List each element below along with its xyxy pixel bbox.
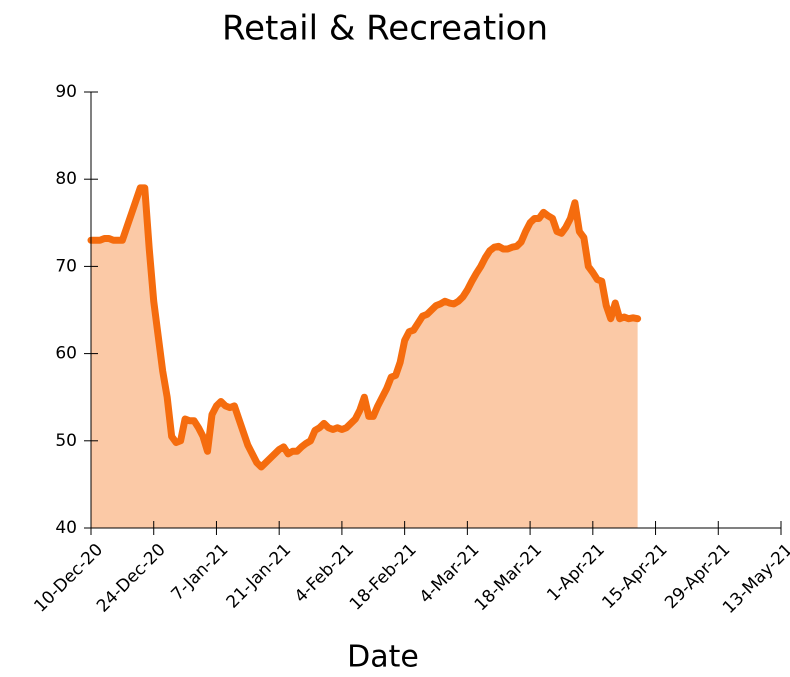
x-tick-label: 24-Dec-20 (93, 540, 170, 617)
area (91, 187, 638, 529)
y-tick-label: 80 (55, 169, 77, 189)
y-tick-label: 50 (55, 431, 77, 451)
x-tick-label: 18-Feb-21 (346, 540, 421, 615)
chart-title: Retail & Recreation (222, 9, 548, 49)
x-tick-label: 18-Mar-21 (471, 540, 546, 615)
x-tick-label: 15-Apr-21 (598, 540, 671, 613)
y-tick-label: 90 (55, 82, 77, 102)
y-tick-label: 40 (55, 518, 77, 538)
y-tick-label: 70 (55, 256, 77, 276)
x-tick-label: 21-Jan-21 (223, 540, 296, 613)
x-tick-label: 4-Feb-21 (291, 540, 358, 607)
x-tick-label: 1-Apr-21 (543, 540, 609, 606)
y-tick-label: 60 (55, 344, 77, 364)
x-axis-label: Date (347, 640, 419, 675)
line (87, 184, 642, 471)
x-tick-label: 7-Jan-21 (168, 540, 233, 605)
